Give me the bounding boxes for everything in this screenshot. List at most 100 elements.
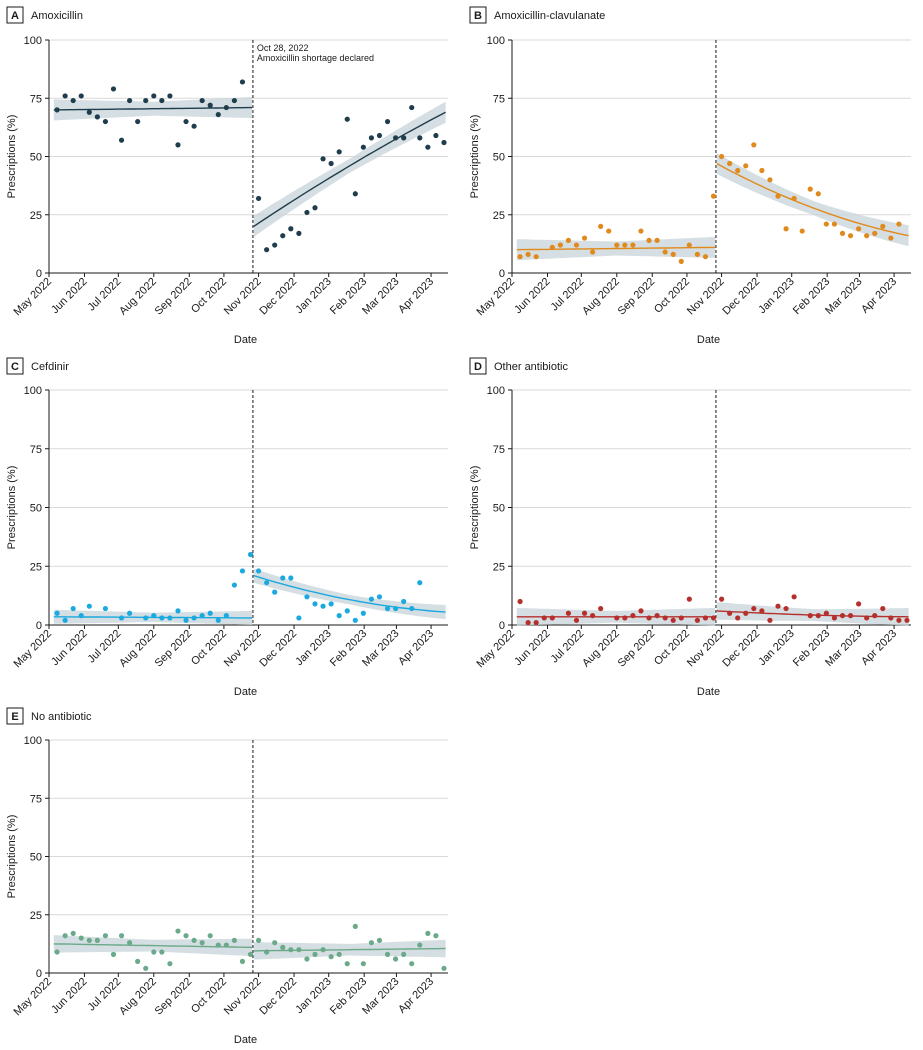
x-axis-title: Date — [234, 334, 257, 346]
data-point — [151, 949, 157, 955]
data-point — [735, 167, 741, 174]
y-tick-label: 25 — [30, 210, 42, 222]
data-point — [401, 135, 407, 141]
post-shortage-fit-line — [253, 947, 446, 952]
data-point — [417, 135, 423, 141]
data-point — [288, 226, 294, 232]
data-point — [264, 949, 270, 955]
x-tick-label: Aug 2022 — [117, 628, 159, 670]
data-point — [312, 601, 318, 607]
data-point — [344, 116, 350, 122]
panel-letter-box — [6, 6, 24, 24]
x-tick-label: May 2022 — [11, 628, 54, 671]
data-point — [304, 956, 310, 962]
data-point — [384, 118, 391, 125]
y-tick-label: 25 — [493, 561, 505, 573]
y-tick-label: 50 — [30, 152, 42, 164]
data-point — [743, 610, 749, 616]
panel-label: C Cefdinir — [6, 357, 69, 375]
y-tick-label: 75 — [30, 444, 42, 456]
data-point — [541, 615, 547, 621]
data-point — [401, 598, 407, 605]
y-tick-label: 75 — [30, 93, 42, 105]
data-point — [62, 933, 68, 939]
data-point — [135, 958, 141, 964]
data-point — [581, 235, 588, 241]
data-point — [328, 954, 334, 960]
data-point — [864, 615, 870, 621]
data-point — [110, 86, 117, 92]
data-point — [151, 93, 157, 99]
data-point — [517, 254, 523, 260]
data-point — [759, 167, 765, 174]
x-tick-label: Dec 2022 — [720, 628, 762, 670]
data-point — [896, 221, 902, 227]
data-point — [735, 615, 741, 621]
data-point — [409, 605, 415, 612]
post-shortage-ci-band — [716, 153, 909, 247]
panel-letter-box — [469, 6, 487, 24]
data-point — [328, 601, 334, 607]
x-tick-label: Jan 2023 — [756, 276, 796, 316]
y-axis-title: Prescriptions (%) — [6, 466, 18, 550]
data-point — [823, 610, 829, 616]
data-point — [183, 118, 189, 125]
data-point — [94, 114, 100, 120]
data-point — [320, 156, 326, 162]
data-point — [312, 205, 318, 211]
pre-shortage-fit-line — [53, 106, 253, 111]
data-point — [296, 947, 302, 953]
panel-b: B Amoxicillin-clavulanate 0 25 50 75 100 May 20… — [469, 6, 911, 346]
data-point — [312, 951, 318, 957]
data-point — [231, 582, 237, 588]
data-point — [376, 937, 383, 943]
x-tick-label: Sep 2022 — [153, 976, 195, 1018]
x-tick-label: Nov 2022 — [222, 976, 264, 1018]
data-point — [638, 608, 644, 614]
x-tick-label: Aug 2022 — [580, 276, 622, 318]
data-point — [533, 620, 539, 626]
data-point — [344, 608, 350, 614]
data-point — [565, 610, 572, 616]
data-point — [264, 247, 270, 253]
data-point — [320, 947, 326, 953]
data-point — [167, 93, 173, 99]
data-point — [255, 937, 262, 943]
data-point — [62, 93, 68, 99]
y-tick-label: 25 — [30, 561, 42, 573]
data-point — [280, 575, 286, 581]
data-point — [118, 933, 125, 939]
data-point — [94, 937, 100, 943]
data-point — [368, 135, 375, 141]
data-point — [183, 933, 189, 939]
data-point — [718, 596, 725, 602]
data-point — [296, 230, 302, 236]
data-point — [127, 940, 133, 946]
data-point — [401, 951, 407, 957]
x-tick-label: Nov 2022 — [685, 628, 727, 670]
data-point — [320, 603, 326, 609]
data-point — [143, 97, 149, 104]
data-point — [352, 191, 358, 197]
data-point — [847, 233, 854, 239]
panel-letter: C — [11, 361, 19, 373]
panel-label: A Amoxicillin — [6, 6, 83, 24]
x-tick-label: Apr 2023 — [396, 976, 436, 1016]
data-point — [288, 947, 294, 953]
data-point — [590, 613, 596, 619]
data-point — [598, 223, 604, 229]
data-point — [191, 937, 197, 943]
annotation-line: Amoxicillin shortage declared — [257, 53, 374, 63]
data-point — [573, 242, 580, 248]
data-point — [743, 163, 749, 169]
data-point — [239, 79, 246, 85]
panel-letter-box — [6, 707, 24, 725]
data-point — [255, 195, 262, 202]
panel-title: Cefdinir — [31, 361, 69, 373]
x-tick-label: May 2022 — [11, 976, 54, 1019]
data-point — [239, 958, 246, 964]
data-point — [143, 965, 149, 971]
data-point — [409, 104, 415, 111]
data-point — [662, 615, 668, 621]
data-point — [159, 949, 165, 955]
